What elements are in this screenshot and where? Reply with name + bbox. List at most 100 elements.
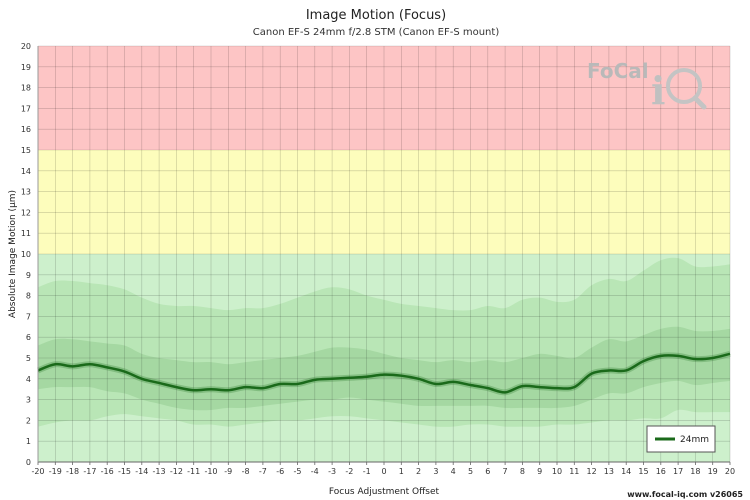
x-tick-label-12: -8 [242, 467, 250, 476]
y-tick-label-3: 3 [26, 396, 31, 405]
data-point-0-13 [262, 387, 264, 389]
x-tick-label-35: 15 [638, 467, 648, 476]
x-tick-label-38: 18 [690, 467, 700, 476]
data-point-0-18 [349, 377, 351, 379]
zone-band-1 [38, 150, 730, 254]
x-tick-label-19: -1 [363, 467, 371, 476]
data-point-0-11 [228, 389, 230, 391]
grid-lines [37, 45, 731, 463]
y-tick-label-16: 16 [21, 125, 31, 134]
data-point-0-21 [401, 375, 403, 377]
x-tick-label-36: 16 [656, 467, 666, 476]
x-tick-label-8: -12 [170, 467, 183, 476]
y-axis-label: Absolute Image Motion (µm) [8, 190, 18, 318]
data-point-0-40 [729, 353, 731, 355]
y-tick-label-6: 6 [26, 333, 31, 342]
y-tick-label-17: 17 [21, 104, 31, 113]
data-point-0-29 [539, 386, 541, 388]
y-tick-label-4: 4 [26, 375, 31, 384]
footer-credit: www.focal-iq.com v26065 [627, 490, 743, 499]
data-point-0-25 [470, 384, 472, 386]
x-tick-label-40: 20 [725, 467, 735, 476]
data-point-0-14 [279, 383, 281, 385]
y-tick-label-11: 11 [21, 229, 31, 238]
x-tick-label-13: -7 [259, 467, 267, 476]
y-tick-label-15: 15 [21, 146, 31, 155]
x-tick-label-20: 0 [381, 467, 386, 476]
data-point-0-34 [625, 370, 627, 372]
x-tick-label-17: -3 [328, 467, 336, 476]
y-tick-label-19: 19 [21, 63, 31, 72]
data-point-0-17 [331, 378, 333, 380]
data-point-0-9 [193, 389, 195, 391]
y-tick-label-18: 18 [21, 84, 31, 93]
data-point-0-4 [106, 367, 108, 369]
x-axis-label: Focus Adjustment Offset [329, 487, 440, 497]
y-tick-label-7: 7 [26, 312, 31, 321]
chart-title: Image Motion (Focus) [306, 8, 446, 23]
data-point-0-33 [608, 370, 610, 372]
svg-text:i: i [651, 68, 665, 113]
data-point-0-12 [245, 386, 247, 388]
x-tick-label-23: 3 [433, 467, 438, 476]
data-point-0-2 [72, 366, 74, 368]
x-tick-label-39: 19 [708, 467, 718, 476]
data-point-0-23 [435, 383, 437, 385]
data-point-0-1 [55, 363, 57, 365]
data-point-0-15 [297, 383, 299, 385]
svg-text:FoCal: FoCal [587, 59, 649, 83]
data-point-0-30 [556, 387, 558, 389]
x-tick-label-29: 9 [537, 467, 542, 476]
data-point-0-16 [314, 379, 316, 381]
x-tick-label-24: 4 [451, 467, 456, 476]
x-tick-label-18: -2 [345, 467, 353, 476]
legend: 24mm [646, 425, 716, 453]
data-point-0-39 [712, 357, 714, 359]
x-tick-label-33: 13 [604, 467, 614, 476]
x-tick-label-0: -20 [31, 467, 44, 476]
y-tick-label-10: 10 [21, 250, 31, 259]
data-point-0-27 [504, 392, 506, 394]
data-point-0-19 [366, 376, 368, 378]
x-tick-label-7: -13 [153, 467, 166, 476]
data-point-0-20 [383, 374, 385, 376]
y-tick-label-2: 2 [26, 416, 31, 425]
x-tick-label-5: -15 [118, 467, 131, 476]
data-point-0-28 [522, 385, 524, 387]
data-point-0-7 [158, 382, 160, 384]
x-tick-label-4: -16 [101, 467, 114, 476]
data-point-0-22 [418, 378, 420, 380]
y-tick-label-8: 8 [26, 292, 31, 301]
x-tick-label-10: -10 [204, 467, 217, 476]
y-tick-label-5: 5 [26, 354, 31, 363]
data-point-0-8 [176, 386, 178, 388]
data-point-0-6 [141, 378, 143, 380]
x-tick-label-26: 6 [485, 467, 490, 476]
legend-label-24mm: 24mm [680, 435, 709, 445]
data-point-0-37 [677, 355, 679, 357]
y-tick-label-1: 1 [26, 437, 31, 446]
data-point-0-3 [89, 363, 91, 365]
series-layer [36, 350, 731, 396]
data-point-0-31 [574, 386, 576, 388]
x-tick-label-37: 17 [673, 467, 683, 476]
zone-band-2 [38, 46, 730, 150]
x-tick-label-14: -6 [276, 467, 284, 476]
y-tick-label-9: 9 [26, 271, 31, 280]
series-line-24mm [37, 352, 731, 394]
x-tick-label-27: 7 [503, 467, 508, 476]
chart-subtitle: Canon EF-S 24mm f/2.8 STM (Canon EF-S mo… [253, 27, 500, 38]
y-tick-label-14: 14 [21, 167, 31, 176]
x-tick-label-16: -4 [311, 467, 319, 476]
x-tick-label-1: -19 [49, 467, 62, 476]
x-tick-label-34: 14 [621, 467, 631, 476]
x-tick-label-30: 10 [552, 467, 562, 476]
x-tick-label-28: 8 [520, 467, 525, 476]
focal-iq-logo: FoCal i [587, 59, 707, 113]
x-tick-label-22: 2 [416, 467, 421, 476]
x-tick-label-21: 1 [399, 467, 404, 476]
x-axis-ticks: -20 -19 -18 -17 -16 -15 -14 -13 -12 -11 -10 -9 -8 -7-… [31, 462, 735, 476]
x-tick-label-32: 12 [587, 467, 597, 476]
x-tick-label-11: -9 [224, 467, 232, 476]
